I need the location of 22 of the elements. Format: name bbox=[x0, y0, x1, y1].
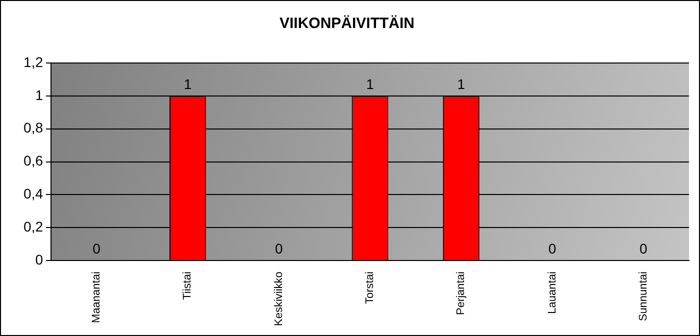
y-tick-label: 0,4 bbox=[24, 186, 44, 202]
data-label: 1 bbox=[184, 76, 192, 92]
y-tick-label: 0 bbox=[35, 251, 44, 268]
data-label: 1 bbox=[457, 76, 466, 92]
data-label: 0 bbox=[548, 240, 556, 256]
data-label: 0 bbox=[274, 240, 283, 256]
x-tick-label: Sunnuntai bbox=[637, 272, 650, 322]
x-tick-label: Keskiviikko bbox=[272, 272, 285, 326]
y-tick-label: 0,8 bbox=[24, 120, 44, 136]
x-tick-label: Perjantai bbox=[455, 272, 468, 316]
y-tick-label: 1,2 bbox=[24, 54, 44, 70]
y-tick-label: 0,6 bbox=[24, 152, 44, 169]
x-tick-label: Maanantai bbox=[90, 272, 103, 323]
data-label: 0 bbox=[640, 240, 648, 256]
y-tick-label: 0,2 bbox=[24, 218, 44, 235]
data-label: 0 bbox=[92, 240, 101, 256]
y-tick-label: 1 bbox=[35, 86, 44, 103]
x-tick-label: Torstai bbox=[364, 272, 376, 304]
chart-title: VIIKONPÄIVITTÄIN bbox=[279, 15, 415, 32]
data-label: 1 bbox=[366, 76, 374, 92]
x-tick-label: Tiistai bbox=[182, 272, 194, 300]
x-tick-label: Lauantai bbox=[546, 272, 558, 314]
